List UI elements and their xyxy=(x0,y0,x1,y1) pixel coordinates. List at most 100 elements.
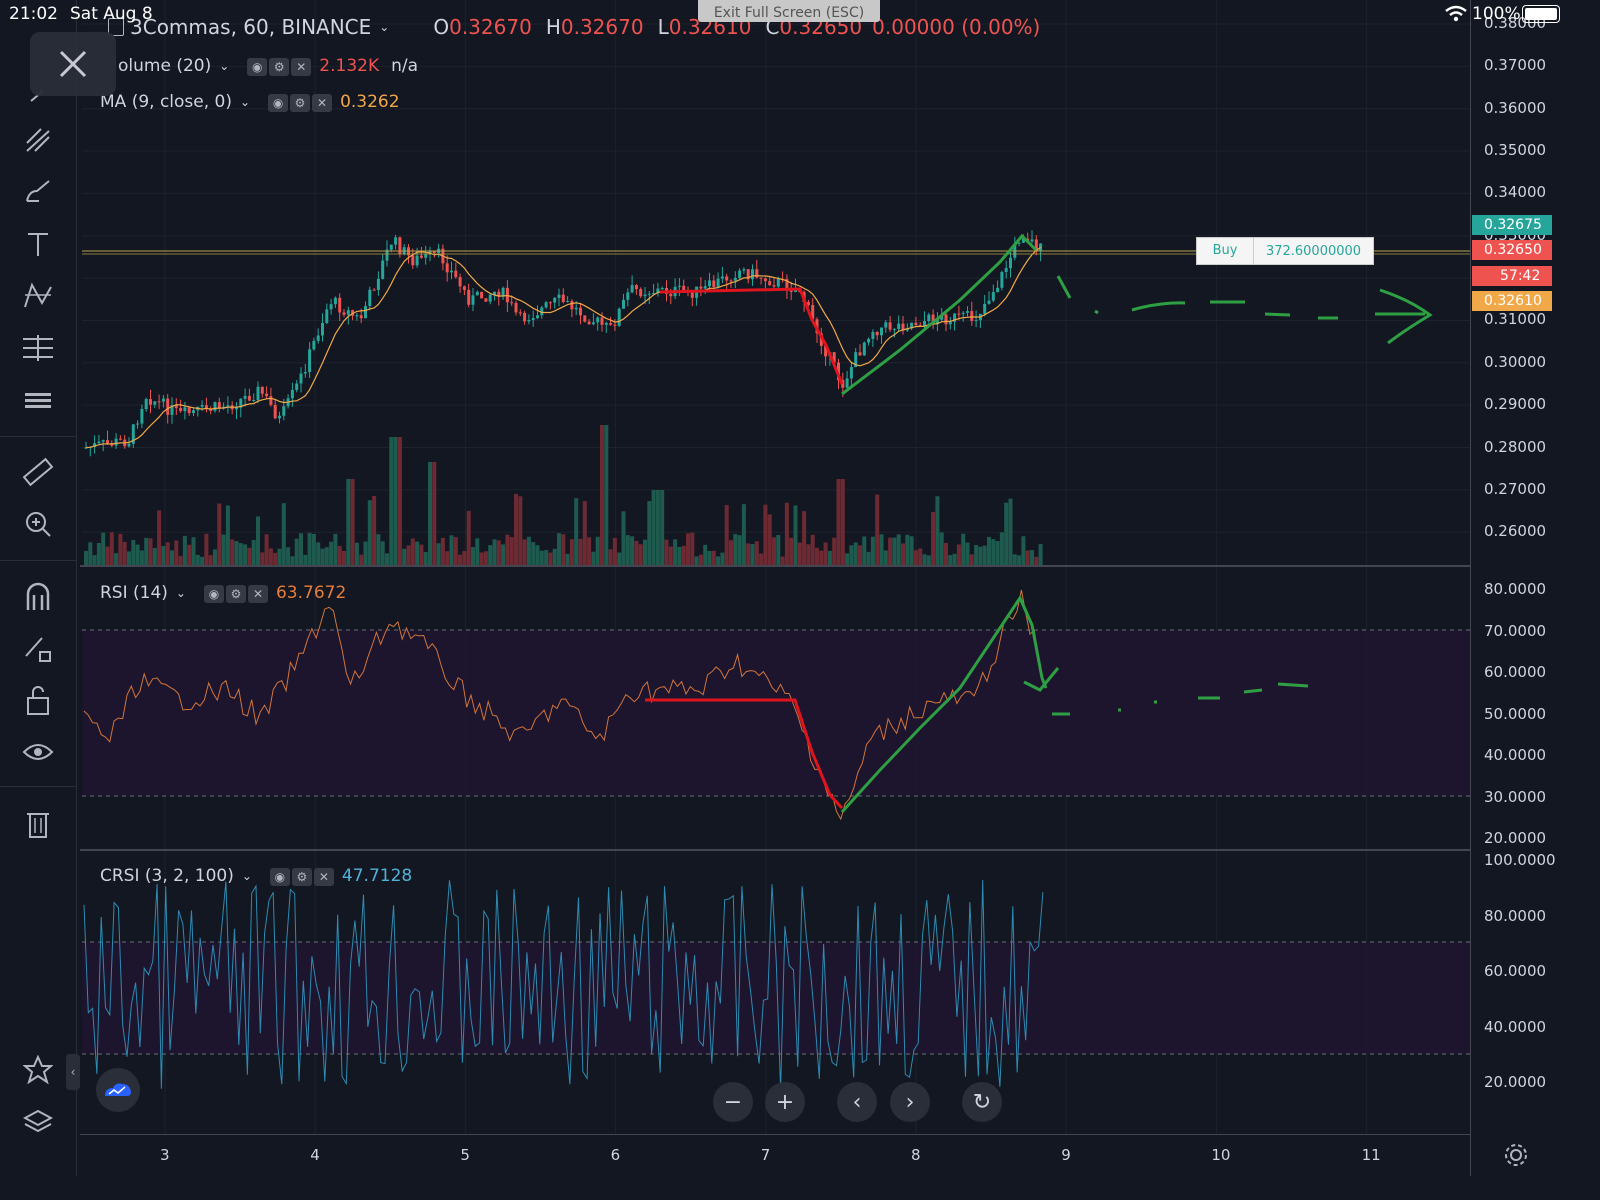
volume-bar xyxy=(187,544,192,565)
close-icon[interactable]: ✕ xyxy=(291,58,312,76)
chart-canvas[interactable] xyxy=(0,0,1568,1176)
pane-separator[interactable] xyxy=(80,565,1470,567)
close-fullscreen-button[interactable] xyxy=(30,32,116,96)
ma-legend[interactable]: MA (9, close, 0) ⌄ ◉ ⚙ ✕ 0.3262 xyxy=(100,92,400,112)
chevron-down-icon[interactable]: ⌄ xyxy=(219,59,230,73)
tradingview-logo-button[interactable] xyxy=(96,1068,140,1112)
position-icon[interactable] xyxy=(16,380,60,420)
volume-bar xyxy=(815,547,819,565)
rsi-tick-label: 20.0000 xyxy=(1484,829,1547,847)
brush-icon[interactable] xyxy=(16,172,60,212)
volume-legend[interactable]: olume (20) ⌄ ◉ ⚙ ✕ 2.132K n/a xyxy=(118,56,418,76)
crsi-name[interactable]: CRSI (3, 2, 100) xyxy=(100,866,234,886)
candle-body xyxy=(303,372,307,374)
candle-body xyxy=(630,285,634,293)
crsi-legend[interactable]: CRSI (3, 2, 100) ⌄ ◉ ⚙ ✕ 47.7128 xyxy=(100,866,412,886)
scroll-left-button[interactable]: ‹ xyxy=(837,1082,877,1122)
chevron-down-icon[interactable]: ⌄ xyxy=(175,586,186,600)
eye-icon[interactable]: ◉ xyxy=(269,868,290,886)
candle-body xyxy=(639,289,643,297)
buy-side[interactable]: Buy xyxy=(1197,238,1254,264)
candle-body xyxy=(832,352,836,363)
buy-order-label[interactable]: Buy 372.60000000 xyxy=(1196,237,1374,265)
gear-icon[interactable]: ⚙ xyxy=(290,94,311,112)
main-series-legend[interactable]: 3Commas, 60, BINANCE ⌄ O 0.32670 H 0.32670 … xyxy=(108,15,1040,39)
unlock-icon[interactable] xyxy=(16,680,60,720)
price-axis[interactable] xyxy=(1470,0,1569,1176)
trash-icon[interactable] xyxy=(16,804,60,844)
candle-body xyxy=(329,304,333,310)
volume-name[interactable]: olume (20) xyxy=(118,56,212,76)
volume-bar xyxy=(999,532,1004,565)
text-icon[interactable] xyxy=(16,224,60,264)
volume-bar xyxy=(634,540,639,565)
reset-icon: ↻ xyxy=(972,1089,992,1115)
ma-name[interactable]: MA (9, close, 0) xyxy=(100,92,232,112)
rsi-name[interactable]: RSI (14) xyxy=(100,583,168,603)
gear-icon[interactable] xyxy=(1503,1142,1529,1168)
pattern-icon[interactable] xyxy=(16,276,60,316)
volume-bar xyxy=(92,555,97,565)
chevron-down-icon[interactable]: ⌄ xyxy=(241,869,252,883)
volume-bar xyxy=(544,550,549,565)
zoom-in-icon[interactable] xyxy=(16,504,60,544)
zoom-out-button[interactable]: − xyxy=(713,1082,753,1122)
measure-icon[interactable] xyxy=(16,452,60,492)
volume-bar xyxy=(892,537,897,565)
reset-chart-button[interactable]: ↻ xyxy=(962,1082,1002,1122)
close-icon[interactable]: ✕ xyxy=(312,94,333,112)
volume-bar xyxy=(673,539,678,565)
rsi-legend[interactable]: RSI (14) ⌄ ◉ ⚙ ✕ 63.7672 xyxy=(100,583,346,603)
collapse-toolbar-button[interactable]: ‹ xyxy=(66,1054,80,1090)
candle-body xyxy=(316,335,320,341)
candle-body xyxy=(153,401,157,405)
rsi-tick-label: 80.0000 xyxy=(1484,580,1547,598)
volume-bar xyxy=(832,537,837,565)
volume-bar xyxy=(827,550,832,565)
close-icon[interactable]: ✕ xyxy=(313,868,334,886)
volume-bar xyxy=(707,550,712,565)
candle-body xyxy=(445,263,449,273)
time-tick-label: 6 xyxy=(610,1146,621,1164)
candle-body xyxy=(415,255,419,266)
volume-bar xyxy=(974,545,979,565)
close-icon[interactable]: ✕ xyxy=(247,585,268,603)
fib-icon[interactable] xyxy=(16,328,60,368)
candle-body xyxy=(372,289,376,291)
candle-body xyxy=(239,398,243,408)
volume-bar xyxy=(901,543,905,565)
eye-icon[interactable]: ◉ xyxy=(203,585,224,603)
volume-bar xyxy=(926,555,931,565)
gear-icon[interactable]: ⚙ xyxy=(225,585,246,603)
candle-body xyxy=(669,293,673,297)
exit-fullscreen-button[interactable]: Exit Full Screen (ESC) xyxy=(698,0,880,22)
gear-icon[interactable]: ⚙ xyxy=(291,868,312,886)
buy-quantity[interactable]: 372.60000000 xyxy=(1265,243,1362,259)
pane-separator[interactable] xyxy=(80,849,1470,851)
eye-icon[interactable]: ◉ xyxy=(268,94,289,112)
candle-body xyxy=(411,255,415,266)
candle-body xyxy=(355,315,359,317)
chevron-down-icon[interactable]: ⌄ xyxy=(240,95,251,109)
volume-bar xyxy=(694,556,699,565)
eye-icon[interactable]: ◉ xyxy=(247,58,268,76)
symbol-label[interactable]: 3Commas, 60, BINANCE xyxy=(130,15,372,39)
battery-icon xyxy=(1522,5,1560,23)
zoom-in-button[interactable]: + xyxy=(765,1082,805,1122)
lock-drawing-icon[interactable] xyxy=(16,628,60,668)
magnet-icon[interactable] xyxy=(16,576,60,616)
star-icon[interactable] xyxy=(16,1050,60,1090)
chevron-down-icon[interactable]: ⌄ xyxy=(379,20,390,34)
trend-line-icon[interactable] xyxy=(16,120,60,160)
candle-body xyxy=(763,278,767,282)
volume-bar xyxy=(655,490,660,565)
candle-body xyxy=(282,406,286,416)
volume-bar xyxy=(862,536,867,565)
gear-icon[interactable]: ⚙ xyxy=(269,58,290,76)
volume-bar xyxy=(638,544,643,565)
eye-icon[interactable] xyxy=(16,732,60,772)
volume-bar xyxy=(122,541,127,565)
layers-icon[interactable] xyxy=(16,1102,60,1142)
candle-body xyxy=(759,277,763,279)
scroll-right-button[interactable]: › xyxy=(890,1082,930,1122)
